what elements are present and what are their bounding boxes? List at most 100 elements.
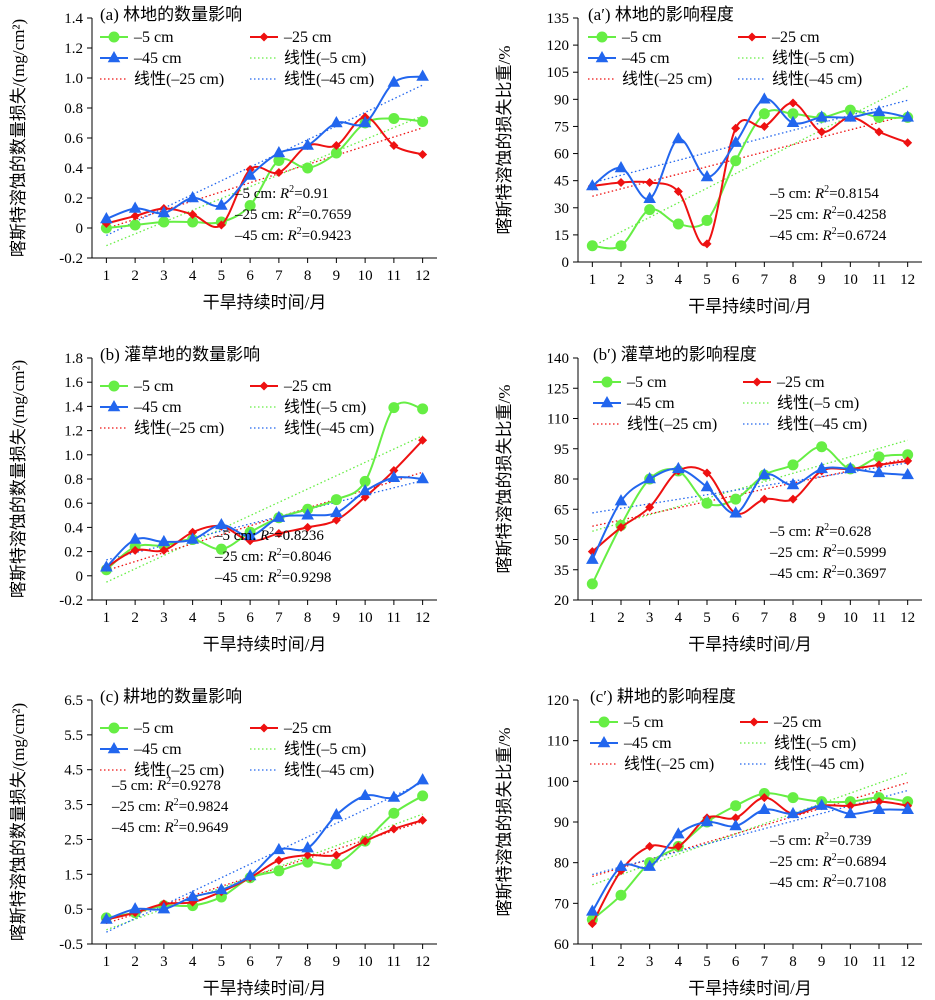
data-point-series-2 xyxy=(614,494,628,506)
x-tick-label: 4 xyxy=(189,268,197,284)
data-point-series-2 xyxy=(330,116,343,128)
data-point-series-0 xyxy=(902,449,914,461)
r-squared-value: 0.7659 xyxy=(310,207,351,223)
data-point-series-1 xyxy=(874,127,884,137)
r-squared-annotation: –25 cm: R2=0.6894 xyxy=(769,852,887,870)
legend-label: –45 cm xyxy=(621,50,670,67)
r-squared-equals: = xyxy=(837,566,845,582)
y-tick-label: 0.2 xyxy=(64,191,83,207)
r-squared-equals: = xyxy=(171,778,179,794)
data-point-series-2 xyxy=(844,110,857,122)
x-tick-label: 5 xyxy=(218,610,226,626)
x-tick-label: 12 xyxy=(900,610,915,626)
y-axis-title: 喀斯特溶蚀的数量损失/(mg/cm²) xyxy=(9,703,28,941)
r-squared-annotation: –45 cm: R2=0.9423 xyxy=(234,226,351,244)
data-point-series-1 xyxy=(874,460,884,470)
x-tick-label: 8 xyxy=(789,610,797,626)
data-point-series-0 xyxy=(730,493,742,505)
legend-label: 线性(–25 cm) xyxy=(627,415,717,433)
data-point-series-2 xyxy=(672,827,685,839)
r-squared-annotation: –25 cm: R2=0.4258 xyxy=(769,205,886,223)
x-tick-label: 3 xyxy=(646,954,654,970)
x-tick-label: 8 xyxy=(304,268,312,284)
data-point-series-2 xyxy=(844,461,857,474)
r-squared-annotation: –25 cm: R2=0.7659 xyxy=(234,205,351,223)
y-tick-label: 125 xyxy=(547,381,570,397)
r-squared-exponent: 2 xyxy=(832,564,837,575)
legend-marker xyxy=(259,32,269,42)
x-tick-label: 9 xyxy=(818,954,826,970)
y-tick-label: 65 xyxy=(554,502,569,518)
data-point-series-0 xyxy=(330,494,342,506)
y-tick-label: 1.0 xyxy=(64,71,83,87)
r-squared-label: –25 cm: xyxy=(769,854,823,870)
r-squared-label: –25 cm: xyxy=(214,549,268,565)
y-tick-label: 90 xyxy=(554,92,569,108)
legend-label: –25 cm xyxy=(773,714,822,731)
r-squared-equals: = xyxy=(302,228,310,244)
legend-label: –5 cm xyxy=(133,720,174,737)
data-point-series-2 xyxy=(330,505,343,518)
legend-marker xyxy=(749,717,759,727)
y-tick-label: 6.5 xyxy=(64,693,83,709)
data-point-series-2 xyxy=(100,560,113,572)
r-squared-value: 0.3697 xyxy=(845,566,887,582)
data-point-series-2 xyxy=(358,788,372,801)
r-squared-value: 0.6894 xyxy=(845,854,887,870)
data-point-series-0 xyxy=(388,402,400,414)
data-point-series-0 xyxy=(701,497,713,509)
x-tick-label: 2 xyxy=(131,268,139,284)
y-tick-label: 0 xyxy=(76,569,84,585)
r-squared-annotation: –45 cm: R2=0.9649 xyxy=(111,818,228,836)
data-point-series-2 xyxy=(272,842,286,855)
y-tick-label: 0.4 xyxy=(64,520,83,536)
r-squared-annotation: –45 cm: R2=0.9298 xyxy=(214,568,331,586)
r-squared-value: 0.4258 xyxy=(845,207,886,223)
x-tick-label: 6 xyxy=(732,610,740,626)
legend-label: –45 cm xyxy=(133,50,182,67)
legend-label: –5 cm xyxy=(623,714,664,731)
r-squared-annotation: –45 cm: R2=0.3697 xyxy=(769,564,887,582)
x-tick-label: 11 xyxy=(872,272,886,288)
r-squared-equals: = xyxy=(829,524,837,540)
r-squared-annotation: –25 cm: R2=0.8046 xyxy=(214,547,332,565)
legend-marker xyxy=(259,381,269,391)
panel-c: -0.50.51.52.53.54.55.56.51 2 3 4 5 6 7 8 9 10 11 12… xyxy=(9,687,437,998)
r-squared-exponent: 2 xyxy=(824,831,829,842)
x-tick-label: 6 xyxy=(732,272,740,288)
x-tick-label: 2 xyxy=(617,610,625,626)
legend-marker xyxy=(107,742,121,754)
x-tick-label: 1 xyxy=(103,610,111,626)
data-point-series-1 xyxy=(130,545,140,555)
legend-marker xyxy=(108,31,120,43)
data-point-series-2 xyxy=(243,869,257,881)
data-point-series-2 xyxy=(643,472,656,484)
data-point-series-1 xyxy=(159,545,169,555)
data-point-series-0 xyxy=(359,475,371,487)
data-point-series-1 xyxy=(645,177,655,187)
r-squared-label: –5 cm: xyxy=(234,186,280,202)
y-tick-label: 60 xyxy=(554,937,569,953)
r-squared-label: –25 cm: xyxy=(769,545,823,561)
data-point-series-2 xyxy=(358,484,372,496)
r-squared-label: –45 cm: xyxy=(111,820,165,836)
data-point-series-0 xyxy=(273,865,285,877)
r-squared-exponent: 2 xyxy=(832,226,837,237)
data-point-series-2 xyxy=(186,889,199,902)
legend-marker xyxy=(596,31,608,43)
x-tick-label: 6 xyxy=(246,268,254,284)
data-point-series-2 xyxy=(643,191,656,203)
data-point-series-2 xyxy=(330,808,343,820)
trend-line-series-1 xyxy=(592,781,908,878)
legend-label: –45 cm xyxy=(133,399,182,416)
r-squared-value: 0.9649 xyxy=(187,820,228,836)
r-squared-value: 0.8236 xyxy=(283,528,325,544)
data-point-series-1 xyxy=(216,220,226,230)
r-squared-exponent: 2 xyxy=(277,568,282,579)
data-point-series-0 xyxy=(215,891,227,903)
x-tick-label: 5 xyxy=(218,268,226,284)
data-point-series-2 xyxy=(901,802,914,814)
data-point-series-2 xyxy=(215,517,228,530)
y-tick-label: 120 xyxy=(547,693,570,709)
